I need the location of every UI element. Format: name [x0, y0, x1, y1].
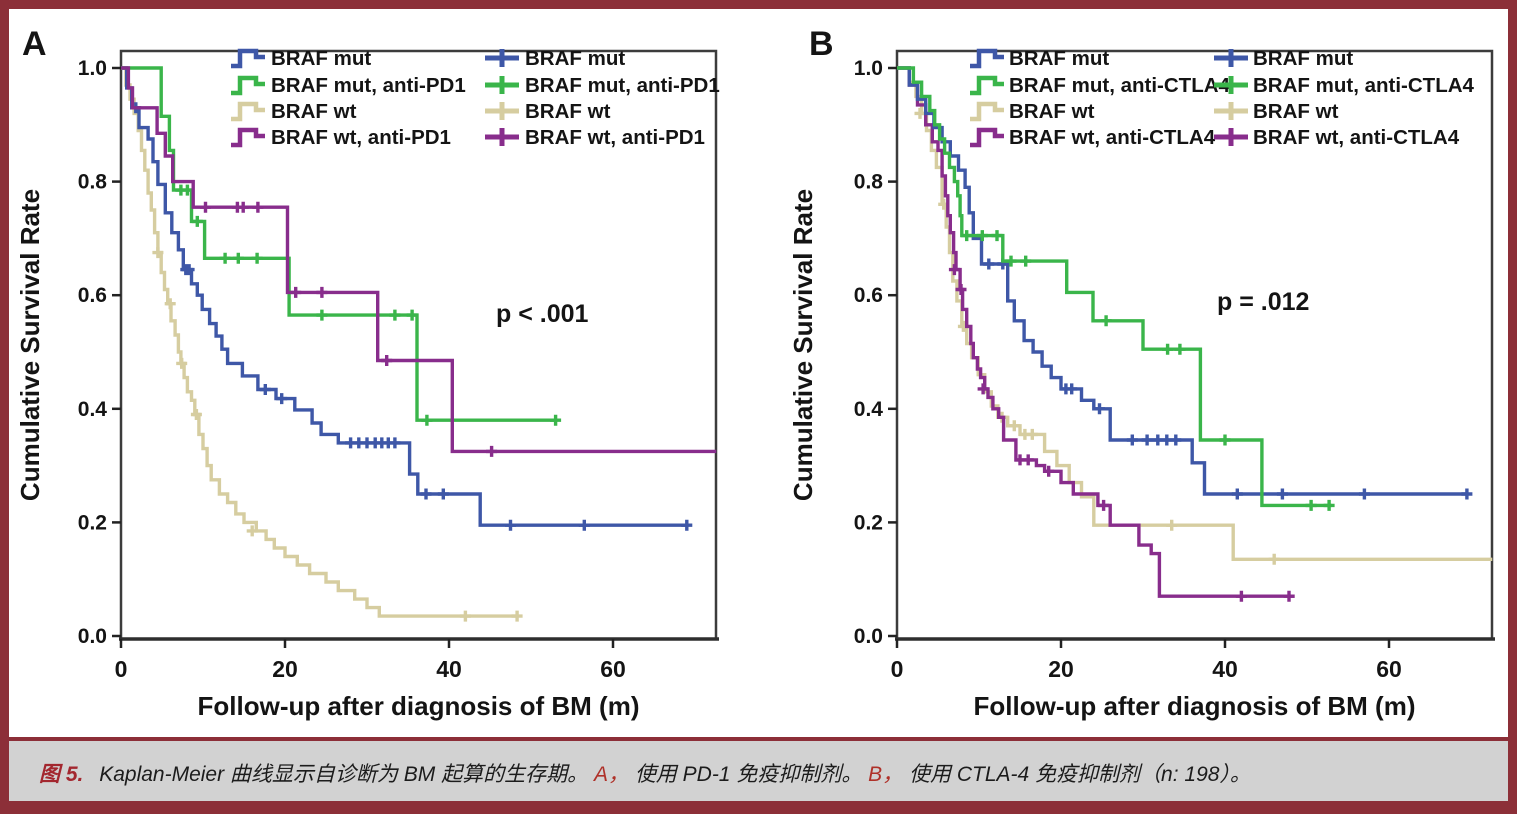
y-tick-label: 0.2 — [854, 511, 883, 534]
legend-label-braf-mut-anti-pd1: BRAF mut, anti-PD1 — [271, 74, 466, 97]
x-axis-label: Follow-up after diagnosis of BM (m) — [198, 691, 640, 721]
legend-label-braf-mut: BRAF mut — [271, 47, 371, 70]
x-tick-label: 40 — [436, 656, 462, 682]
legend-censor-plus-icon — [485, 128, 519, 146]
legend-label-braf-wt: BRAF wt — [525, 100, 611, 123]
legend-label-braf-mut-anti-ctla4: BRAF mut, anti-CTLA4 — [1009, 74, 1231, 97]
caption-panel-a-label: A， — [593, 763, 629, 786]
y-tick-label: 0.2 — [78, 511, 107, 534]
legend-censor-plus-icon — [1214, 128, 1248, 146]
legend-step-line-icon — [231, 48, 265, 69]
x-tick-label: 20 — [1048, 656, 1074, 682]
km-panel-b: B 1.0 0.8 0.6 0.4 0.2 0.0 0 20 40 60 Follow-up afte… — [788, 25, 1495, 721]
p-value-label: p = .012 — [1217, 288, 1309, 316]
km-censor-marks-braf-wt-anti-pd1 — [200, 201, 498, 457]
legend-censor-plus-icon — [485, 76, 519, 94]
x-tick-label: 60 — [1376, 656, 1402, 682]
x-tick-label: 20 — [272, 656, 298, 682]
km-curve-braf-wt — [121, 66, 518, 618]
x-tick-label: 40 — [1212, 656, 1238, 682]
km-censor-marks-braf-mut — [983, 258, 1473, 500]
charts-row: A 1.0 0.8 0.6 0.4 0.2 0.0 0 20 40 60 Follow-up afte… — [9, 9, 1508, 737]
y-tick-label: 0.8 — [854, 171, 884, 194]
km-censor-marks-braf-wt — [152, 247, 523, 622]
x-axis-label: Follow-up after diagnosis of BM (m) — [974, 691, 1416, 721]
legend-label-braf-mut: BRAF mut — [1009, 47, 1109, 70]
legend-label-braf-mut: BRAF mut — [525, 47, 625, 70]
km-censor-marks-braf-mut-anti-ctla4 — [961, 230, 1335, 511]
panel-letter-a: A — [22, 25, 47, 63]
legend-step-line-icon — [970, 48, 1004, 69]
km-curve-braf-mut — [121, 66, 687, 527]
legend-label-braf-wt-anti-pd1: BRAF wt, anti-PD1 — [525, 126, 705, 149]
legend-censor-plus-icon — [1214, 49, 1248, 67]
y-axis-label: Cumulative Survival Rate — [15, 189, 45, 501]
y-tick-label: 0.4 — [78, 398, 108, 421]
x-tick-label: 0 — [115, 656, 128, 682]
legend-censor-plus-icon — [1214, 102, 1248, 120]
caption-panel-b-text: 使用 CTLA-4 免疫抑制剂（n: 198）。 — [909, 763, 1251, 786]
km-curve-braf-wt-anti-pd1 — [121, 66, 717, 454]
km-censor-marks-braf-mut-anti-pd1 — [175, 184, 562, 426]
legend-censor-plus-icon — [485, 49, 519, 67]
p-value-label: p < .001 — [496, 300, 589, 328]
legend-step-line-icon — [231, 101, 265, 122]
y-tick-label: 0.8 — [78, 171, 108, 194]
legend-censor-plus-icon — [1214, 76, 1248, 94]
legend-label-braf-wt: BRAF wt — [271, 100, 357, 123]
caption-panel-a-text: 使用 PD-1 免疫抑制剂。 — [634, 763, 863, 786]
legend-step-line-icon — [231, 127, 265, 148]
y-tick-label: 0.6 — [854, 284, 883, 307]
panel-letter-b: B — [809, 25, 834, 63]
y-tick-label: 0.0 — [78, 625, 107, 648]
y-axis-label: Cumulative Survival Rate — [788, 189, 818, 501]
y-tick-label: 0.0 — [854, 625, 883, 648]
legend-label-braf-mut-anti-ctla4: BRAF mut, anti-CTLA4 — [1253, 74, 1475, 97]
legend-label-braf-wt-anti-pd1: BRAF wt, anti-PD1 — [271, 126, 451, 149]
legend-label-braf-wt: BRAF wt — [1253, 100, 1339, 123]
km-curve-braf-mut-anti-ctla4 — [897, 66, 1332, 508]
caption-panel-b-label: B， — [868, 763, 904, 786]
legend-label-braf-wt-anti-ctla4: BRAF wt, anti-CTLA4 — [1009, 126, 1216, 149]
legend-label-braf-wt: BRAF wt — [1009, 100, 1095, 123]
y-tick-label: 1.0 — [854, 57, 883, 80]
legend-step-line-icon — [970, 101, 1004, 122]
legend-label-braf-mut-anti-pd1: BRAF mut, anti-PD1 — [525, 74, 720, 97]
legend-step-line-icon — [231, 75, 265, 96]
legend-label-braf-wt-anti-ctla4: BRAF wt, anti-CTLA4 — [1253, 126, 1460, 149]
legend-step-line-icon — [970, 75, 1004, 96]
km-panel-a: A 1.0 0.8 0.6 0.4 0.2 0.0 0 20 40 60 Follow-up afte… — [15, 25, 720, 721]
legend-step-line-icon — [970, 127, 1004, 148]
x-tick-label: 60 — [600, 656, 626, 682]
x-tick-label: 0 — [891, 656, 904, 682]
y-tick-label: 0.6 — [78, 284, 107, 307]
legend-label-braf-mut: BRAF mut — [1253, 47, 1353, 70]
km-censor-marks-braf-wt-anti-ctla4 — [948, 264, 1295, 602]
y-tick-label: 1.0 — [78, 57, 107, 80]
y-tick-label: 0.4 — [854, 398, 884, 421]
km-curve-braf-wt-anti-ctla4 — [897, 66, 1295, 598]
caption-intro-text: Kaplan-Meier 曲线显示自诊断为 BM 起算的生存期。 — [99, 763, 589, 786]
legend-censor-plus-icon — [485, 102, 519, 120]
caption-figure-label: 图 5. — [39, 763, 84, 786]
figure-caption: 图 5. Kaplan-Meier 曲线显示自诊断为 BM 起算的生存期。 A，… — [9, 737, 1508, 801]
